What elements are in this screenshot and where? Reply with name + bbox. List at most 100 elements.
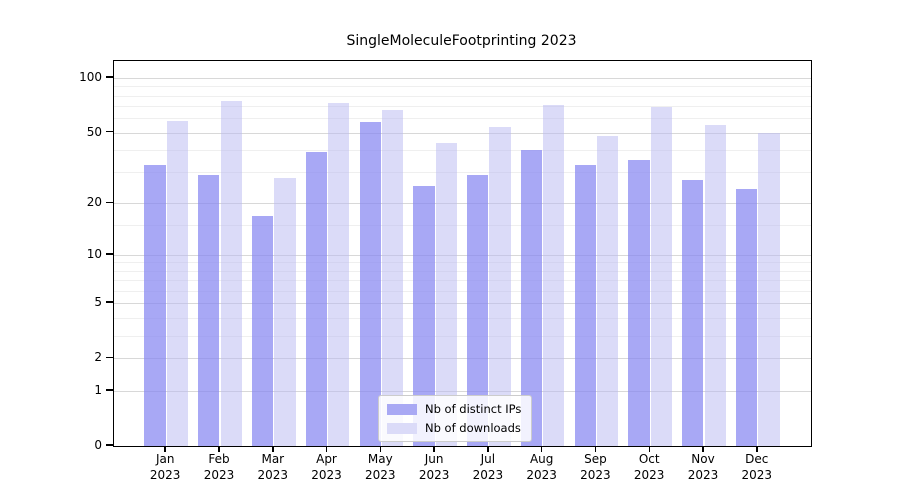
- bar-downloads-nov: [704, 125, 726, 446]
- x-tick-label-jul: Jul 2023: [458, 451, 518, 483]
- y-tick-mark-5: [106, 301, 113, 303]
- x-tick-label-jun: Jun 2023: [404, 451, 464, 483]
- bar-downloads-dec: [758, 132, 780, 446]
- y-tick-label-10: 10: [86, 246, 102, 261]
- bar-ips-may: [359, 122, 381, 446]
- x-tick-year: 2023: [149, 468, 181, 482]
- bar-downloads-jul: [489, 126, 511, 446]
- x-tick-mark-dec: [756, 446, 758, 453]
- gridline-2: [114, 358, 811, 360]
- x-tick-year: 2023: [472, 468, 504, 482]
- x-tick-label-dec: Dec 2023: [727, 451, 787, 483]
- bar-ips-feb: [198, 174, 220, 446]
- gridline-40: [114, 149, 811, 151]
- chart-title: SingleMoleculeFootprinting 2023: [346, 33, 577, 49]
- bar-ips-mar: [252, 215, 274, 446]
- bar-ips-jan: [144, 164, 166, 446]
- gridline-6: [114, 290, 811, 292]
- bar-downloads-may: [381, 109, 404, 446]
- gridline-7: [114, 280, 811, 282]
- gridline-20: [114, 203, 811, 205]
- y-tick-label-1: 1: [94, 382, 102, 397]
- gridline-8: [114, 270, 811, 272]
- gridline-15: [114, 224, 811, 226]
- x-tick-year: 2023: [418, 468, 450, 482]
- legend-label-downloads: Nb of downloads: [425, 421, 521, 435]
- gridline-80: [114, 95, 811, 97]
- y-tick-mark-50: [106, 130, 113, 133]
- x-tick-label-nov: Nov 2023: [673, 451, 733, 483]
- x-tick-year: 2023: [633, 468, 665, 482]
- gridline-5: [114, 303, 811, 305]
- legend: Nb of distinct IPs Nb of downloads: [378, 395, 533, 442]
- bar-downloads-mar: [274, 177, 296, 446]
- bar-downloads-apr: [328, 102, 350, 446]
- y-tick-label-5: 5: [94, 295, 102, 310]
- bar-downloads-oct: [650, 107, 672, 446]
- y-tick-mark-1: [106, 389, 113, 391]
- y-tick-label-0: 0: [94, 438, 102, 452]
- x-tick-year: 2023: [526, 468, 557, 482]
- bar-downloads-aug: [543, 105, 565, 446]
- y-tick-mark-100: [106, 76, 113, 78]
- bar-downloads-jun: [435, 142, 457, 446]
- x-tick-mark-aug: [540, 446, 543, 453]
- x-tick-year: 2023: [741, 468, 773, 482]
- bar-ips-jul: [467, 174, 489, 446]
- bar-downloads-jan: [166, 120, 188, 446]
- x-tick-mark-apr: [325, 446, 328, 453]
- gridline-70: [114, 106, 811, 108]
- x-tick-mark-nov: [702, 446, 704, 453]
- x-tick-mark-sep: [594, 446, 597, 453]
- y-tick-label-2: 2: [94, 350, 102, 365]
- bar-ips-dec: [736, 189, 758, 446]
- gridline-3: [114, 335, 811, 337]
- x-tick-label-may: May 2023: [350, 451, 410, 483]
- y-tick-mark-20: [106, 201, 113, 203]
- bar-downloads-feb: [220, 100, 242, 446]
- bar-ips-apr: [305, 151, 327, 446]
- legend-swatch-downloads: [387, 422, 417, 434]
- legend-entry-downloads: Nb of downloads: [387, 421, 521, 435]
- x-tick-year: 2023: [203, 468, 235, 482]
- x-tick-year: 2023: [580, 468, 611, 482]
- x-tick-label-aug: Aug 2023: [512, 451, 572, 483]
- gridline-30: [114, 172, 811, 174]
- bar-ips-aug: [520, 149, 543, 446]
- y-tick-mark-10: [106, 253, 113, 255]
- x-tick-label-mar: Mar 2023: [243, 451, 303, 483]
- bar-ips-sep: [574, 164, 596, 446]
- gridline-60: [114, 118, 811, 120]
- bar-downloads-sep: [596, 135, 619, 446]
- gridline-90: [114, 86, 811, 88]
- y-tick-label-50: 50: [86, 124, 102, 139]
- x-tick-mark-feb: [218, 446, 220, 453]
- x-tick-mark-oct: [648, 446, 650, 453]
- x-tick-label-feb: Feb 2023: [189, 451, 249, 483]
- x-tick-year: 2023: [365, 468, 396, 482]
- gridline-100: [114, 78, 811, 79]
- x-tick-mark-mar: [272, 446, 274, 453]
- y-tick-mark-2: [106, 356, 113, 359]
- x-tick-year: 2023: [687, 468, 719, 482]
- gridline-50: [114, 132, 811, 134]
- bar-ips-oct: [628, 160, 650, 446]
- y-tick-label-100: 100: [79, 70, 102, 84]
- x-tick-label-jan: Jan 2023: [135, 451, 195, 483]
- y-tick-mark-0: [106, 444, 113, 446]
- bar-ips-jun: [413, 186, 435, 446]
- x-tick-label-oct: Oct 2023: [619, 451, 679, 483]
- legend-label-distinct-ips: Nb of distinct IPs: [425, 402, 522, 416]
- legend-entry-distinct-ips: Nb of distinct IPs: [387, 402, 521, 416]
- x-tick-mark-may: [379, 446, 382, 453]
- x-tick-label-sep: Sep 2023: [565, 451, 625, 483]
- x-tick-mark-jul: [487, 446, 489, 453]
- gridline-9: [114, 262, 811, 264]
- gridline-10: [114, 254, 811, 256]
- gridline-4: [114, 317, 811, 319]
- bar-ips-nov: [682, 180, 704, 446]
- x-tick-mark-jan: [164, 446, 166, 453]
- x-tick-year: 2023: [311, 468, 342, 482]
- x-tick-mark-jun: [433, 446, 435, 453]
